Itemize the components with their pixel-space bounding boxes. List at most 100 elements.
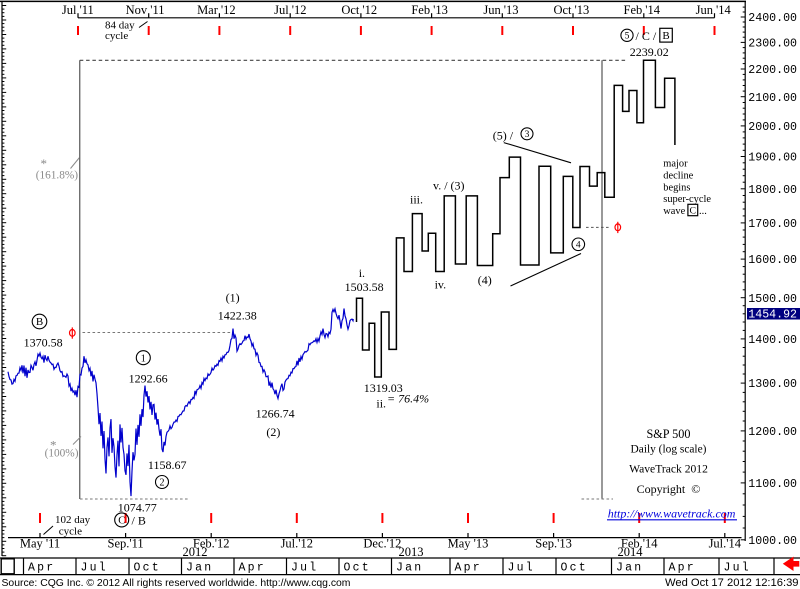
svg-text:/ C /: / C / bbox=[636, 29, 657, 43]
svg-text:Feb: Feb bbox=[411, 3, 430, 17]
svg-text:Oct: Oct bbox=[134, 561, 161, 574]
svg-text:super-cycle: super-cycle bbox=[663, 194, 711, 205]
svg-text:Jun: Jun bbox=[483, 3, 501, 17]
svg-text:1600.00: 1600.00 bbox=[748, 254, 797, 267]
svg-text:Apr: Apr bbox=[28, 561, 55, 574]
svg-text:1000.00: 1000.00 bbox=[748, 535, 797, 548]
svg-text:1500.00: 1500.00 bbox=[748, 293, 797, 306]
svg-text:1074.77: 1074.77 bbox=[118, 501, 157, 515]
svg-text:B: B bbox=[662, 30, 669, 42]
svg-text:iii.: iii. bbox=[410, 193, 423, 207]
svg-text:1454.92: 1454.92 bbox=[748, 309, 797, 322]
svg-text:2: 2 bbox=[160, 477, 165, 488]
svg-text:2239.02: 2239.02 bbox=[630, 45, 669, 59]
svg-text:2000.00: 2000.00 bbox=[748, 121, 797, 134]
svg-text:1422.38: 1422.38 bbox=[218, 308, 257, 322]
svg-text:2100.00: 2100.00 bbox=[748, 92, 797, 105]
svg-text:1300.00: 1300.00 bbox=[748, 378, 797, 391]
svg-text:B: B bbox=[36, 316, 43, 328]
svg-text:3: 3 bbox=[525, 130, 530, 140]
svg-text:2300.00: 2300.00 bbox=[748, 38, 797, 51]
svg-text:1800.00: 1800.00 bbox=[748, 184, 797, 197]
svg-text:1400.00: 1400.00 bbox=[748, 334, 797, 347]
svg-text:...: ... bbox=[699, 206, 707, 217]
svg-text:2400.00: 2400.00 bbox=[748, 12, 797, 25]
svg-text:May '11: May '11 bbox=[20, 537, 60, 551]
svg-text:(1): (1) bbox=[226, 291, 240, 305]
svg-text:Wed Oct 17 2012 12:16:39: Wed Oct 17 2012 12:16:39 bbox=[665, 577, 799, 589]
svg-text:*: * bbox=[41, 156, 48, 171]
svg-text:Apr: Apr bbox=[239, 561, 266, 574]
svg-text:(2): (2) bbox=[266, 425, 280, 439]
svg-text:1319.03: 1319.03 bbox=[364, 381, 403, 395]
svg-text:Oct: Oct bbox=[341, 3, 360, 17]
svg-text:Feb: Feb bbox=[624, 3, 643, 17]
svg-text:Jul: Jul bbox=[508, 561, 535, 574]
svg-text:Apr: Apr bbox=[669, 561, 696, 574]
svg-text:'11: '11 bbox=[150, 3, 164, 17]
svg-text:1370.58: 1370.58 bbox=[24, 336, 63, 350]
svg-text:Jun: Jun bbox=[696, 3, 714, 17]
svg-text:WaveTrack 2012: WaveTrack 2012 bbox=[629, 463, 708, 476]
svg-text:ii.: ii. bbox=[376, 397, 386, 411]
svg-text:'11: '11 bbox=[80, 3, 94, 17]
svg-text:Oct: Oct bbox=[553, 3, 572, 17]
svg-text:Sep.'13: Sep.'13 bbox=[535, 537, 572, 551]
svg-text:Jul: Jul bbox=[81, 561, 108, 574]
svg-text:1503.58: 1503.58 bbox=[345, 280, 384, 294]
svg-text:*: * bbox=[50, 438, 57, 453]
svg-text:1200.00: 1200.00 bbox=[748, 426, 797, 439]
svg-text:2200.00: 2200.00 bbox=[748, 64, 797, 77]
svg-text:1100.00: 1100.00 bbox=[748, 478, 797, 491]
svg-text:Mar: Mar bbox=[197, 3, 219, 17]
svg-text:Oct: Oct bbox=[561, 561, 588, 574]
svg-text:Daily (log scale): Daily (log scale) bbox=[631, 443, 707, 455]
svg-text:cycle: cycle bbox=[105, 30, 128, 42]
svg-text:May '13: May '13 bbox=[448, 537, 489, 551]
svg-text:1266.74: 1266.74 bbox=[256, 407, 295, 421]
svg-text:Jan: Jan bbox=[186, 561, 213, 574]
svg-text:'12: '12 bbox=[292, 3, 307, 17]
svg-text:Feb.'12: Feb.'12 bbox=[193, 537, 230, 551]
svg-text:wave: wave bbox=[663, 206, 685, 217]
svg-text:'13: '13 bbox=[433, 3, 448, 17]
svg-text:Dec.'12: Dec.'12 bbox=[363, 537, 401, 551]
svg-text:S&P 500: S&P 500 bbox=[647, 427, 691, 441]
svg-text:'14: '14 bbox=[716, 3, 732, 17]
svg-text:5: 5 bbox=[625, 31, 630, 42]
svg-text:Jul.'12: Jul.'12 bbox=[281, 537, 313, 551]
svg-text:1700.00: 1700.00 bbox=[748, 218, 797, 231]
svg-text:C: C bbox=[118, 516, 125, 527]
svg-text:4: 4 bbox=[576, 241, 581, 251]
svg-text:2014: 2014 bbox=[618, 545, 644, 559]
svg-text:Nov: Nov bbox=[126, 3, 148, 17]
svg-text:1900.00: 1900.00 bbox=[748, 152, 797, 165]
svg-text:Jan: Jan bbox=[616, 561, 643, 574]
svg-text:(4): (4) bbox=[478, 273, 492, 287]
svg-text:Apr: Apr bbox=[455, 561, 482, 574]
svg-text:begins: begins bbox=[663, 182, 690, 193]
svg-text:/ B: / B bbox=[132, 514, 146, 528]
svg-text:2012: 2012 bbox=[183, 545, 208, 559]
svg-text:Copyright ©: Copyright © bbox=[637, 482, 701, 496]
svg-text:Jan: Jan bbox=[396, 561, 423, 574]
svg-text:'12: '12 bbox=[221, 3, 236, 17]
svg-text:Jul: Jul bbox=[274, 3, 289, 17]
svg-text:i.: i. bbox=[359, 266, 365, 280]
svg-text:Source: CQG Inc. © 2012 All ri: Source: CQG Inc. © 2012 All rights reser… bbox=[2, 578, 351, 589]
svg-text:C: C bbox=[690, 205, 697, 216]
svg-text:Jul.'14: Jul.'14 bbox=[709, 537, 742, 551]
svg-text:Sep.'11: Sep.'11 bbox=[108, 537, 144, 551]
svg-text:84 day: 84 day bbox=[105, 20, 135, 32]
svg-text:Jul: Jul bbox=[724, 561, 751, 574]
svg-text:(161.8%): (161.8%) bbox=[36, 169, 79, 181]
svg-text:Feb.'14: Feb.'14 bbox=[621, 537, 658, 551]
svg-text:http://www.wavetrack.com: http://www.wavetrack.com bbox=[608, 506, 736, 520]
svg-text:2013: 2013 bbox=[399, 545, 424, 559]
svg-text:'13: '13 bbox=[504, 3, 519, 17]
svg-text:Jul: Jul bbox=[62, 3, 77, 17]
svg-text:Oct: Oct bbox=[344, 561, 371, 574]
svg-text:102 day: 102 day bbox=[55, 514, 91, 526]
svg-text:1292.66: 1292.66 bbox=[129, 371, 168, 385]
svg-text:Jul: Jul bbox=[291, 561, 318, 574]
